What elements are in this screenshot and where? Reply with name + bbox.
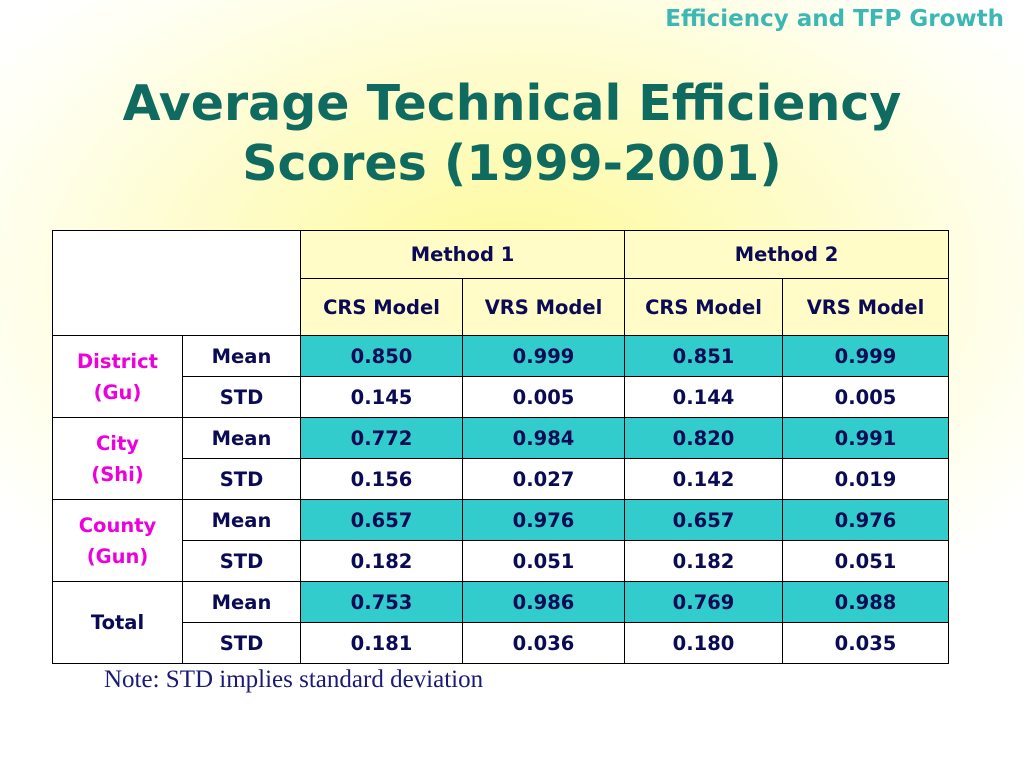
footnote: Note: STD implies standard deviation	[104, 666, 484, 693]
table-row-city-std: STD 0.156 0.027 0.142 0.019	[53, 458, 949, 500]
value-cell: 0.976	[462, 499, 625, 541]
value-cell: 0.657	[300, 499, 463, 541]
efficiency-scores-table: Method 1 Method 2 CRS Model VRS Model CR…	[52, 230, 949, 664]
value-cell: 0.180	[624, 622, 783, 664]
value-cell: 0.027	[462, 458, 625, 500]
group-label-county: County (Gun)	[52, 499, 183, 582]
group-label-line-1: County	[78, 513, 157, 537]
group-label-line-2: (Shi)	[91, 462, 144, 486]
table-row-county-std: STD 0.182 0.051 0.182 0.051	[53, 540, 949, 582]
group-label-line-2: (Gu)	[93, 380, 142, 404]
stat-label-mean: Mean	[182, 335, 301, 377]
table-row-district-mean: District (Gu) Mean 0.850 0.999 0.851 0.9…	[52, 335, 949, 418]
group-label-city: City (Shi)	[52, 417, 183, 500]
method-2-vrs-header: VRS Model	[782, 278, 949, 336]
value-cell: 0.991	[782, 417, 949, 459]
group-label-line-1: Total	[90, 611, 145, 634]
stat-label-mean: Mean	[182, 417, 301, 459]
table-corner-cell	[52, 230, 301, 336]
slide-title-line-1: Average Technical Efficiency	[122, 75, 902, 132]
value-cell: 0.986	[462, 581, 625, 623]
table-row-district-std: STD 0.145 0.005 0.144 0.005	[53, 376, 949, 418]
value-cell: 0.005	[782, 376, 949, 418]
value-cell: 0.999	[782, 335, 949, 377]
slide-title-line-2: Scores (1999-2001)	[242, 135, 782, 192]
stat-label-std: STD	[182, 458, 301, 500]
stat-label-mean: Mean	[182, 581, 301, 623]
value-cell: 0.850	[300, 335, 463, 377]
value-cell: 0.769	[624, 581, 783, 623]
value-cell: 0.753	[300, 581, 463, 623]
stat-label-std: STD	[182, 622, 301, 664]
value-cell: 0.182	[300, 540, 463, 582]
value-cell: 0.019	[782, 458, 949, 500]
value-cell: 0.144	[624, 376, 783, 418]
value-cell: 0.036	[462, 622, 625, 664]
table-row-city-mean: City (Shi) Mean 0.772 0.984 0.820 0.991	[52, 417, 949, 500]
method-1-header: Method 1	[300, 230, 625, 279]
method-1-crs-header: CRS Model	[300, 278, 463, 336]
group-label-district: District (Gu)	[52, 335, 183, 418]
value-cell: 0.142	[624, 458, 783, 500]
group-label-line-1: City	[95, 431, 140, 455]
group-label-line-2: (Gun)	[86, 544, 149, 568]
method-2-header: Method 2	[624, 230, 949, 279]
table-row-total-std: STD 0.181 0.036 0.180 0.035	[53, 622, 949, 664]
slide-section-tag: Efficiency and TFP Growth	[665, 6, 1004, 32]
method-1-vrs-header: VRS Model	[462, 278, 625, 336]
value-cell: 0.035	[782, 622, 949, 664]
group-label-total: Total	[52, 581, 183, 664]
value-cell: 0.156	[300, 458, 463, 500]
value-cell: 0.772	[300, 417, 463, 459]
stat-label-mean: Mean	[182, 499, 301, 541]
slide-title: Average Technical Efficiency Scores (199…	[0, 74, 1024, 194]
value-cell: 0.145	[300, 376, 463, 418]
value-cell: 0.051	[782, 540, 949, 582]
value-cell: 0.984	[462, 417, 625, 459]
value-cell: 0.999	[462, 335, 625, 377]
value-cell: 0.988	[782, 581, 949, 623]
method-2-crs-header: CRS Model	[624, 278, 783, 336]
value-cell: 0.976	[782, 499, 949, 541]
value-cell: 0.851	[624, 335, 783, 377]
group-label-line-1: District	[77, 349, 158, 373]
value-cell: 0.005	[462, 376, 625, 418]
stat-label-std: STD	[182, 376, 301, 418]
table-row-county-mean: County (Gun) Mean 0.657 0.976 0.657 0.97…	[52, 499, 949, 582]
table-row-total-mean: Total Mean 0.753 0.986 0.769 0.988	[52, 581, 949, 664]
value-cell: 0.657	[624, 499, 783, 541]
value-cell: 0.820	[624, 417, 783, 459]
stat-label-std: STD	[182, 540, 301, 582]
value-cell: 0.051	[462, 540, 625, 582]
value-cell: 0.181	[300, 622, 463, 664]
value-cell: 0.182	[624, 540, 783, 582]
